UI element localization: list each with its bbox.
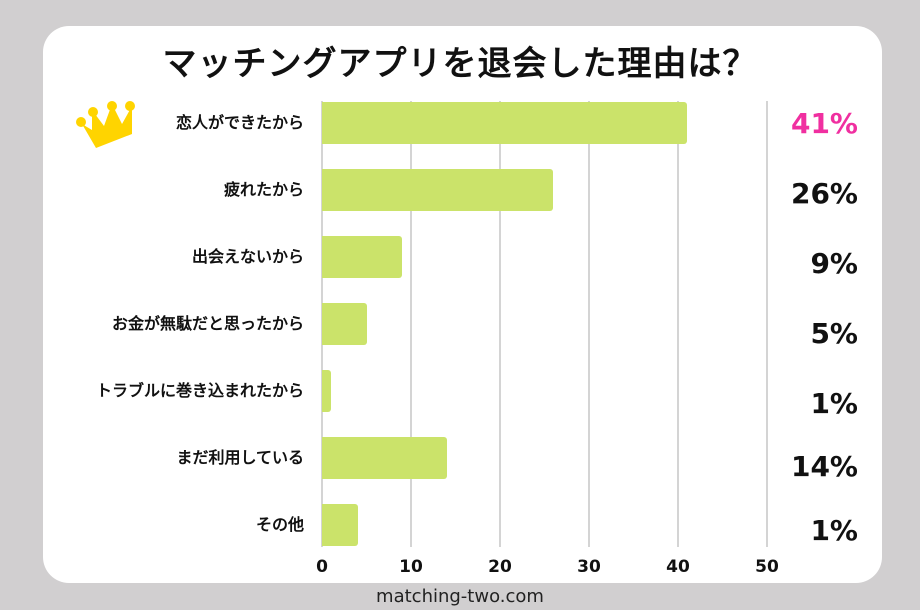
crown-icon (76, 101, 135, 148)
gridline-30 (588, 101, 590, 547)
x-tick-label: 10 (399, 557, 423, 577)
x-tick-label: 40 (666, 557, 690, 577)
bar-row-5 (322, 370, 331, 412)
gridline-10 (410, 101, 412, 547)
percent-label: 9% (810, 247, 858, 280)
category-label: トラブルに巻き込まれたから (95, 381, 304, 400)
category-label: 出会えないから (191, 247, 304, 266)
percent-label: 41% (790, 107, 858, 140)
percent-label: 1% (810, 514, 858, 547)
gridline-20 (499, 101, 501, 547)
x-tick-label: 50 (755, 557, 779, 577)
category-label: 恋人ができたから (175, 113, 304, 132)
source-footer: matching-two.com (376, 586, 544, 607)
bar-row-1 (322, 102, 687, 144)
x-tick-label: 0 (316, 557, 328, 577)
percent-label: 26% (790, 177, 858, 210)
bar-row-3 (322, 236, 402, 278)
gridline-40 (677, 101, 679, 547)
bar-row-4 (322, 303, 367, 345)
category-label: まだ利用している (176, 448, 304, 467)
percent-label: 14% (790, 450, 858, 483)
x-tick-label: 20 (488, 557, 512, 577)
chart-title: マッチングアプリを退会した理由は？ (162, 44, 758, 84)
percent-label: 5% (810, 317, 858, 350)
category-label: その他 (255, 515, 304, 534)
x-tick-label: 30 (577, 557, 601, 577)
bar-row-2 (322, 169, 553, 211)
category-label: 疲れたから (223, 180, 304, 199)
bar-row-7 (322, 504, 358, 546)
gridline-50 (766, 101, 768, 547)
bar-row-6 (322, 437, 447, 479)
percent-label: 1% (810, 387, 858, 420)
category-label: お金が無駄だと思ったから (111, 314, 304, 333)
